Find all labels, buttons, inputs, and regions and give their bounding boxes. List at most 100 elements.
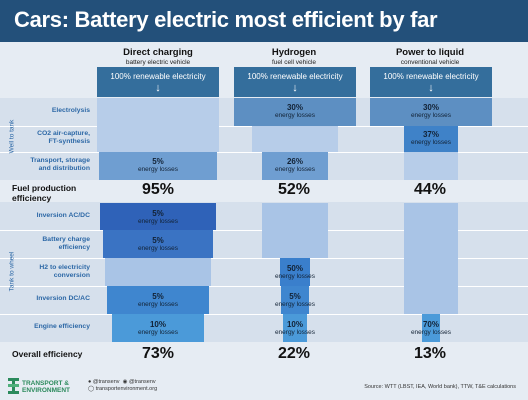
bar-bev-inversion-dcac	[107, 286, 209, 314]
bar-bev-engine	[112, 314, 204, 342]
source-label: 100% renewable electricity	[247, 72, 343, 81]
source-label: 100% renewable electricity	[383, 72, 479, 81]
fuel-production-label: Fuel production efficiency	[12, 183, 77, 203]
row-separator	[0, 286, 528, 287]
loss-value: 37%	[422, 130, 439, 139]
social-links: ● @transenv ◉ @transenv ◯ transportenvir…	[88, 379, 157, 393]
loss-label: 5% energy losses	[99, 157, 217, 174]
loss-word: energy losses	[137, 301, 179, 308]
loss-label: 5% energy losses	[262, 292, 328, 309]
loss-word: energy losses	[274, 166, 316, 173]
bar-fcev-h2	[280, 258, 310, 286]
column-subtitle: battery electric vehicle	[125, 59, 191, 66]
overall-efficiency-fcev: 22%	[277, 345, 311, 362]
bar-ptl-engine	[422, 314, 440, 342]
loss-label: 10% energy losses	[112, 320, 204, 337]
renewable-electricity-box: 100% renewable electricity ↓	[97, 67, 219, 97]
row-label-co2-capture: CO2 air-capture, FT-synthesis	[37, 130, 90, 145]
production-efficiency-bev: 95%	[141, 181, 175, 198]
facebook-icon: ◉	[122, 379, 128, 385]
column-title: Power to liquid	[395, 47, 465, 58]
bar-fcev-battery	[262, 230, 328, 258]
loss-value: 5%	[152, 157, 164, 166]
loss-value: 70%	[422, 320, 439, 329]
row-label-electrolysis: Electrolysis	[51, 107, 90, 114]
column-title: Direct charging	[123, 47, 193, 58]
column-header-power-to-liquid: Power to liquid conventional vehicle	[380, 47, 480, 66]
arrow-down-icon: ↓	[292, 82, 298, 94]
page-title: Cars: Battery electric most efficient by…	[14, 7, 438, 32]
bar-fcev-electrolysis	[234, 98, 356, 126]
loss-value: 10%	[286, 320, 303, 329]
bar-bev-h2	[105, 258, 211, 286]
loss-word: energy losses	[137, 218, 179, 225]
loss-value: 10%	[149, 320, 166, 329]
row-separator	[0, 258, 528, 259]
loss-label: 26% energy losses	[262, 157, 328, 174]
loss-value: 5%	[152, 292, 164, 301]
loss-label: 30% energy losses	[370, 103, 492, 120]
loss-label: 50% energy losses	[262, 264, 328, 281]
row-label-h2-conversion: H2 to electricity conversion	[39, 264, 90, 279]
twitter-icon: ●	[88, 379, 92, 385]
renewable-electricity-box: 100% renewable electricity ↓	[234, 67, 356, 97]
column-subtitle: conventional vehicle	[400, 59, 460, 66]
bar-ptl-inversion-dcac	[404, 286, 458, 314]
brand-name: TRANSPORT & ENVIRONMENT	[22, 380, 70, 394]
brand-line: TRANSPORT &	[22, 380, 69, 387]
loss-label: 5% energy losses	[100, 209, 216, 226]
arrow-down-icon: ↓	[155, 82, 161, 94]
bar-ptl-inversion-acdc	[404, 203, 458, 230]
loss-value: 50%	[286, 264, 303, 273]
source-note: Source: WTT (LBST, IEA, World bank), TTW…	[364, 384, 516, 390]
bar-fcev-inversion-acdc	[262, 203, 328, 230]
bar-fcev-transport	[262, 152, 328, 180]
loss-value: 5%	[289, 292, 301, 301]
bar-ptl-h2	[404, 258, 458, 286]
bar-bev-electrolysis	[97, 98, 219, 126]
bar-ptl-electrolysis	[370, 98, 492, 126]
bar-fcev-co2	[252, 126, 338, 152]
column-header-hydrogen: Hydrogen fuel cell vehicle	[244, 47, 344, 66]
renewable-electricity-box: 100% renewable electricity ↓	[370, 67, 492, 97]
website-link[interactable]: transportenvironment.org	[95, 386, 158, 392]
loss-word: energy losses	[137, 166, 179, 173]
twitter-handle[interactable]: @transenv	[92, 379, 120, 385]
bar-bev-transport	[99, 152, 217, 180]
facebook-handle[interactable]: @transenv	[128, 379, 156, 385]
loss-label: 70% energy losses	[395, 320, 467, 337]
tank-to-wheel-label: Tank to wheel	[8, 251, 16, 292]
production-efficiency-fcev: 52%	[277, 181, 311, 198]
loss-word: energy losses	[274, 301, 316, 308]
bar-fcev-engine	[283, 314, 307, 342]
loss-value: 26%	[286, 157, 303, 166]
well-to-tank-label: Well to tank	[8, 119, 16, 154]
row-label-inversion-dcac: Inversion DC/AC	[36, 295, 90, 302]
brand-logo-icon	[8, 378, 19, 394]
loss-word: energy losses	[410, 139, 452, 146]
overall-efficiency-ptl: 13%	[413, 345, 447, 362]
brand-line: ENVIRONMENT	[22, 387, 71, 394]
arrow-down-icon: ↓	[428, 82, 434, 94]
bar-bev-inversion-acdc	[100, 203, 216, 230]
bar-fcev-inversion-dcac	[281, 286, 309, 314]
bar-ptl-co2	[404, 126, 458, 152]
column-header-direct-charging: Direct charging battery electric vehicle	[108, 47, 208, 66]
social-row: ● @transenv ◉ @transenv	[88, 379, 157, 386]
loss-word: energy losses	[137, 245, 179, 252]
loss-word: energy losses	[410, 329, 452, 336]
row-label-battery-charge: Battery charge efficiency	[42, 236, 90, 251]
loss-value: 5%	[152, 209, 164, 218]
loss-value: 30%	[422, 103, 439, 112]
row-separator	[0, 314, 528, 315]
bar-ptl-transport	[404, 152, 458, 180]
globe-icon: ◯	[88, 386, 95, 392]
row-label-transport: Transport, storage and distribution	[30, 157, 90, 172]
loss-word: energy losses	[410, 112, 452, 119]
column-subtitle: fuel cell vehicle	[271, 59, 317, 66]
bar-ptl-battery	[404, 230, 458, 258]
bar-bev-co2	[97, 126, 219, 152]
website-row: ◯ transportenvironment.org	[88, 386, 157, 393]
production-efficiency-ptl: 44%	[413, 181, 447, 198]
overall-efficiency-bev: 73%	[141, 345, 175, 362]
